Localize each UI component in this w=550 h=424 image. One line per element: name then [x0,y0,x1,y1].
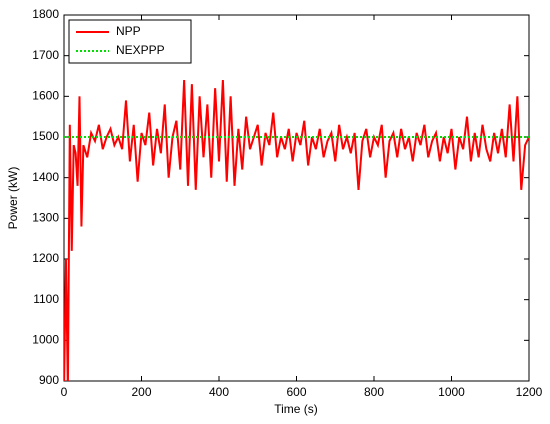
data-line [64,80,529,381]
y-tick-label: 1000 [32,333,59,347]
y-tick-label: 1300 [32,211,59,225]
x-tick-label: 400 [209,385,229,399]
x-tick-label: 0 [61,385,68,399]
legend-box [68,19,192,64]
x-tick-label: 1000 [438,385,465,399]
y-tick-label: 900 [39,373,59,387]
legend-label: NPP [116,24,141,38]
x-tick-label: 1200 [516,385,543,399]
x-tick-label: 200 [131,385,151,399]
y-tick-label: 1500 [32,129,59,143]
legend-label: NEXPPP [116,43,165,57]
plot-area [63,14,530,382]
x-axis-label: Time (s) [274,402,318,416]
y-tick-label: 1700 [32,48,59,62]
x-tick-label: 800 [364,385,384,399]
y-tick-label: 1100 [33,292,59,306]
legend: NPP NEXPPP [68,19,192,64]
y-tick-label: 1600 [32,89,59,103]
y-tick-label: 1400 [32,170,59,184]
x-tick-label: 600 [286,385,306,399]
y-axis-label: Power (kW) [6,167,20,230]
y-tick-label: 1800 [32,7,59,21]
y-tick-label: 1200 [32,251,59,265]
